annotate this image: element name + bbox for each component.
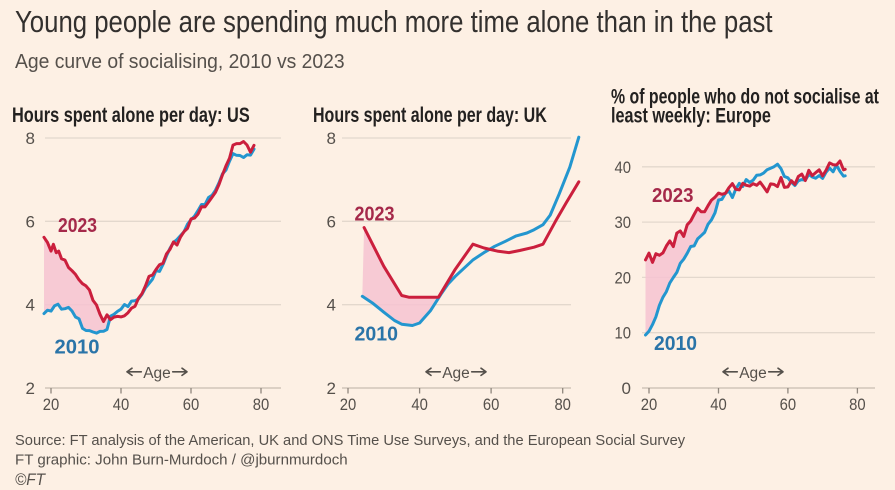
svg-text:least weekly: Europe: least weekly: Europe	[611, 103, 771, 127]
svg-text:2010: 2010	[355, 324, 398, 346]
svg-text:40: 40	[710, 396, 727, 414]
svg-text:2: 2	[26, 379, 35, 398]
svg-text:2: 2	[327, 379, 336, 398]
svg-text:20: 20	[340, 396, 357, 414]
svg-text:40: 40	[411, 396, 428, 414]
svg-text:80: 80	[253, 396, 270, 414]
svg-text:2023: 2023	[58, 214, 97, 236]
svg-text:Age: Age	[143, 365, 171, 382]
svg-text:40: 40	[113, 396, 130, 414]
svg-text:2023: 2023	[652, 185, 694, 207]
svg-text:2023: 2023	[355, 204, 395, 226]
svg-text:20: 20	[43, 396, 60, 414]
svg-text:Hours spent alone per day: UK: Hours spent alone per day: UK	[313, 103, 547, 127]
svg-text:20: 20	[641, 396, 658, 414]
svg-text:4: 4	[26, 296, 35, 315]
svg-text:Hours spent alone per day: US: Hours spent alone per day: US	[12, 103, 250, 126]
svg-text:8: 8	[327, 129, 336, 148]
svg-text:8: 8	[26, 129, 35, 148]
svg-text:2010: 2010	[654, 333, 697, 355]
svg-text:Age curve of socialising, 2010: Age curve of socialising, 2010 vs 2023	[15, 51, 345, 74]
svg-text:0: 0	[622, 379, 631, 398]
svg-text:60: 60	[183, 396, 200, 414]
svg-text:60: 60	[780, 396, 797, 414]
svg-text:2010: 2010	[55, 337, 100, 359]
svg-text:80: 80	[849, 396, 866, 414]
svg-text:60: 60	[483, 396, 500, 414]
svg-text:6: 6	[327, 212, 336, 231]
svg-text:30: 30	[615, 214, 632, 232]
svg-text:40: 40	[615, 159, 632, 177]
svg-text:4: 4	[327, 296, 336, 315]
svg-text:Age: Age	[442, 365, 470, 382]
svg-text:FT graphic: John Burn-Murdoch: FT graphic: John Burn-Murdoch / @jburnmu…	[15, 452, 348, 469]
svg-text:©FT: ©FT	[15, 472, 46, 490]
svg-text:20: 20	[615, 270, 632, 288]
svg-text:10: 10	[615, 325, 632, 343]
svg-text:Young people are spending much: Young people are spending much more time…	[15, 5, 773, 40]
svg-text:% of people who do not sociali: % of people who do not socialise at	[611, 84, 879, 108]
svg-text:Source: FT analysis of the Ame: Source: FT analysis of the American, UK …	[15, 433, 686, 449]
svg-text:Age: Age	[739, 365, 767, 382]
svg-text:6: 6	[26, 212, 35, 231]
svg-text:80: 80	[554, 396, 571, 414]
